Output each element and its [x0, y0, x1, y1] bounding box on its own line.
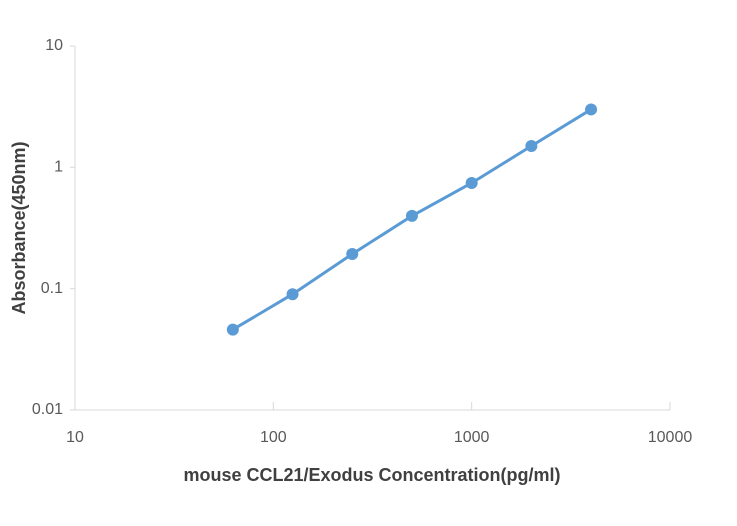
data-point — [585, 103, 598, 116]
y-tick-label: 0.01 — [32, 401, 63, 418]
data-point — [525, 139, 538, 152]
data-point — [465, 176, 478, 189]
data-point — [405, 209, 418, 222]
data-point — [346, 248, 359, 261]
x-tick-label: 1000 — [454, 429, 490, 446]
x-axis-title: mouse CCL21/Exodus Concentration(pg/ml) — [183, 465, 560, 485]
x-tick-label: 10 — [66, 429, 84, 446]
x-tick-label: 10000 — [648, 429, 693, 446]
y-axis-title: Absorbance(450nm) — [9, 141, 29, 314]
data-point — [226, 323, 239, 336]
y-tick-label: 10 — [45, 37, 63, 54]
y-tick-label: 0.1 — [41, 280, 63, 297]
x-tick-label: 100 — [260, 429, 287, 446]
data-point — [286, 288, 299, 301]
y-tick-label: 1 — [54, 159, 63, 176]
